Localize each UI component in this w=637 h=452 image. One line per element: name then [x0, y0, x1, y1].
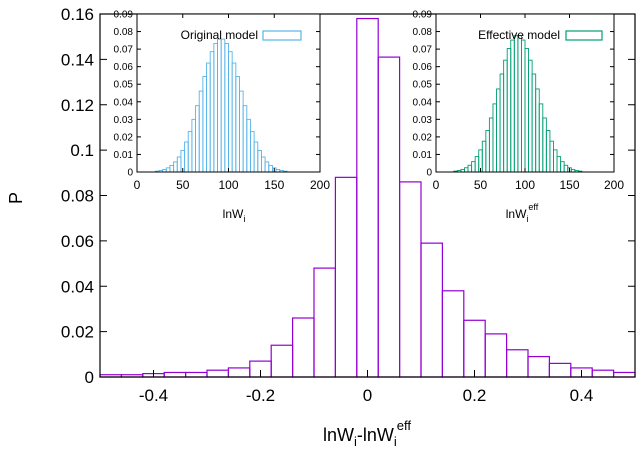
main-bar [420, 242, 443, 378]
main-histogram: 0 0.02 0.04 0.06 0.08 0.1 0.12 0.14 0.16 -0.4 -0.2… [6, 5, 636, 449]
inset-left-frame [136, 13, 321, 173]
y-axis-label: P [6, 192, 26, 204]
main-axis-ticks: 0 0.02 0.04 0.06 0.08 0.1 0.12 0.14 0.16 -0.4 -0.2… [61, 5, 635, 405]
inset-x-tick-label: 0 [134, 178, 141, 192]
inset-right-legend-swatch [565, 30, 603, 41]
main-bar [377, 56, 401, 378]
inset-right-ticks: 0 0.01 0.02 0.03 0.04 0.05 0.06 0.07 0.08 0.09 0 50… [413, 10, 625, 193]
inset-right-x-label: lnWieff [506, 202, 539, 224]
inset-y-tick-label: 0.02 [114, 132, 134, 143]
main-bar [463, 319, 486, 378]
y-tick-label: 0.04 [61, 277, 94, 296]
inset-right-frame [435, 13, 615, 173]
y-tick-label: 0 [85, 368, 94, 387]
main-bar [163, 371, 187, 378]
inset-y-tick-label: 0.06 [413, 62, 433, 73]
main-bar [270, 344, 294, 378]
main-bar [399, 181, 422, 378]
x-axis-label: lnWi-lnWieff [323, 418, 411, 449]
inset-left-x-label: lnWi [223, 207, 246, 224]
main-bar [527, 355, 550, 378]
main-bar [313, 267, 336, 378]
inset-left-legend-label: Original model [181, 28, 258, 42]
inset-left-legend-swatch [262, 30, 302, 41]
inset-x-tick-label: 150 [264, 178, 284, 192]
main-bar [206, 369, 229, 378]
inset-y-tick-label: 0 [426, 168, 432, 179]
inset-effective-model: 0 0.01 0.02 0.03 0.04 0.05 0.06 0.07 0.08 0.09 0 50… [413, 10, 625, 225]
inset-left-legend: Original model [181, 28, 302, 42]
inset-y-tick-label: 0.04 [114, 97, 134, 108]
x-tick-label: -0.2 [246, 386, 275, 405]
inset-y-tick-label: 0.07 [114, 45, 134, 56]
inset-y-tick-label: 0.03 [114, 115, 134, 126]
inset-x-tick-label: 100 [218, 178, 238, 192]
y-tick-label: 0.16 [61, 5, 94, 24]
x-tick-label: 0.2 [463, 386, 487, 405]
inset-y-tick-label: 0.08 [114, 27, 134, 38]
inset-right-legend-label: Effective model [478, 28, 560, 42]
inset-y-tick-label: 0.04 [413, 97, 433, 108]
inset-y-tick-label: 0.09 [114, 10, 134, 21]
x-tick-label: 0.4 [570, 386, 594, 405]
inset-x-tick-label: 200 [604, 178, 624, 192]
inset-y-tick-label: 0.01 [114, 150, 134, 161]
main-bar [484, 333, 508, 378]
inset-y-tick-label: 0.07 [413, 45, 433, 56]
y-tick-label: 0.12 [61, 96, 94, 115]
y-tick-label: 0.06 [61, 232, 94, 251]
inset-x-tick-label: 200 [310, 178, 330, 192]
main-bars [99, 17, 636, 378]
inset-y-tick-label: 0.03 [413, 115, 433, 126]
main-bar [612, 371, 636, 378]
main-bar [441, 290, 465, 378]
inset-y-tick-label: 0.01 [413, 150, 433, 161]
inset-x-tick-label: 0 [433, 178, 440, 192]
inset-y-tick-label: 0.05 [114, 80, 134, 91]
inset-right-legend: Effective model [478, 28, 603, 42]
inset-y-tick-label: 0.08 [413, 27, 433, 38]
main-bar [591, 369, 615, 378]
inset-y-tick-label: 0.05 [413, 80, 433, 91]
inset-y-tick-label: 0.06 [114, 62, 134, 73]
x-tick-label: -0.4 [139, 386, 168, 405]
main-plot-frame [99, 13, 636, 378]
y-tick-label: 0.14 [61, 50, 94, 69]
main-bar [185, 371, 208, 378]
inset-x-tick-label: 50 [176, 178, 190, 192]
y-tick-label: 0.1 [70, 141, 94, 160]
main-bar [292, 317, 315, 378]
inset-y-tick-label: 0 [127, 168, 133, 179]
inset-y-tick-label: 0.02 [413, 132, 433, 143]
inset-x-tick-label: 100 [515, 178, 535, 192]
main-bar [548, 362, 572, 378]
main-bar [227, 367, 251, 378]
main-bar [334, 176, 358, 378]
inset-x-tick-label: 50 [474, 178, 488, 192]
main-bar [356, 17, 379, 378]
y-tick-label: 0.02 [61, 323, 94, 342]
main-bar [506, 349, 529, 378]
inset-y-tick-label: 0.09 [413, 10, 433, 21]
y-tick-label: 0.08 [61, 187, 94, 206]
inset-original-model: 0 0.01 0.02 0.03 0.04 0.05 0.06 0.07 0.08 0.09 0 50… [114, 10, 331, 225]
inset-x-tick-label: 150 [559, 178, 579, 192]
x-tick-label: 0 [363, 386, 372, 405]
